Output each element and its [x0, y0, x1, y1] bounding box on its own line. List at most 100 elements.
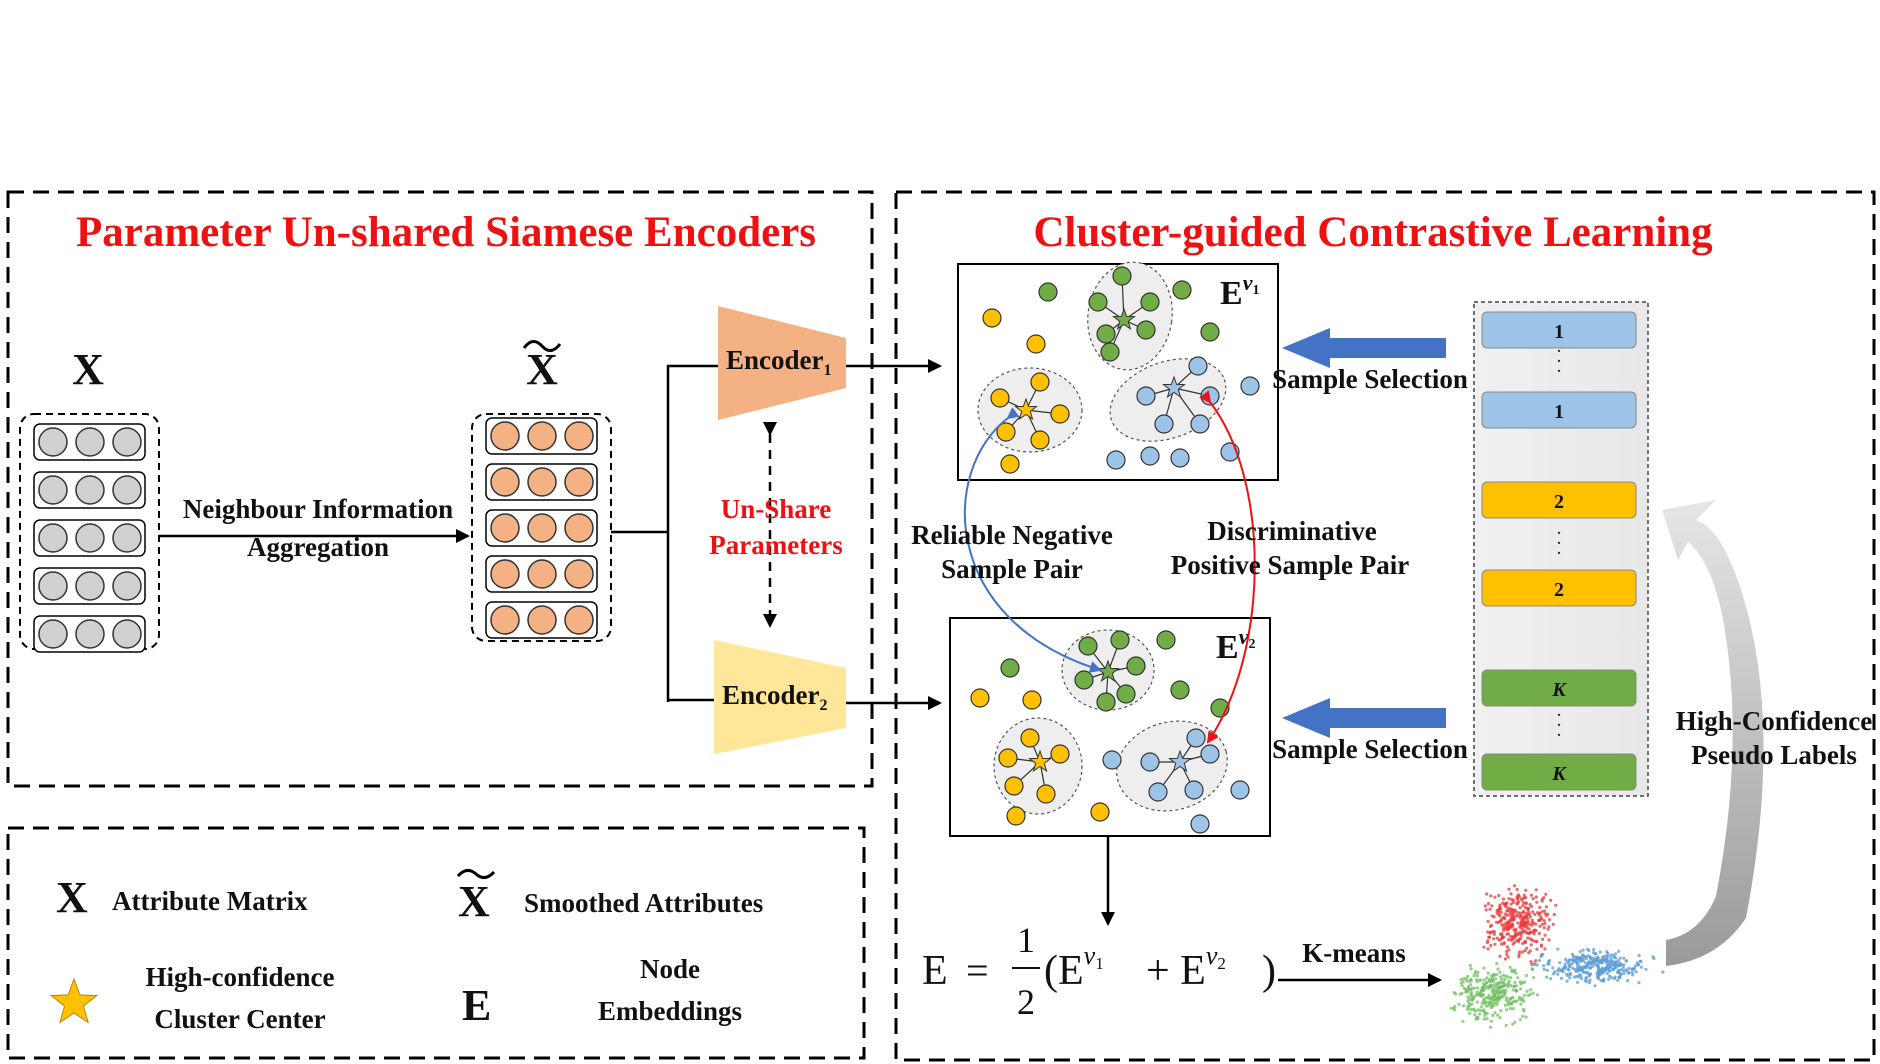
- scatter-point: [1639, 959, 1643, 964]
- scatter-point: [1492, 993, 1496, 998]
- scatter-point: [1523, 980, 1527, 984]
- scatter-point: [1490, 990, 1494, 994]
- scatter-point: [1521, 911, 1525, 915]
- scatter-point: [1494, 985, 1498, 989]
- scatter-point: [1499, 942, 1504, 946]
- scatter-point: [1608, 974, 1612, 978]
- scatter-point: [1534, 922, 1538, 926]
- scatter-point: [1570, 958, 1575, 962]
- scatter-point: [1452, 991, 1456, 995]
- scatter-point: [1540, 917, 1544, 921]
- sample-selection-label-1: Sample Selection: [1272, 364, 1468, 394]
- cluster-node: [1096, 324, 1116, 344]
- scatter-point: [1490, 904, 1494, 908]
- scatter-point: [1624, 959, 1628, 963]
- scatter-point: [1500, 977, 1504, 981]
- scatter-point: [1508, 934, 1512, 938]
- scatter-point: [1535, 963, 1539, 967]
- matrix-node: [112, 475, 142, 505]
- scatter-point: [1532, 963, 1536, 967]
- scatter-point: [1516, 921, 1520, 925]
- scatter-point: [1606, 954, 1610, 958]
- scatter-point: [1488, 924, 1493, 929]
- scatter-point: [1507, 948, 1511, 952]
- scatter-point: [1485, 1011, 1489, 1015]
- scatter-point: [1493, 895, 1497, 899]
- scatter-point: [1488, 931, 1492, 935]
- scatter-point: [1532, 930, 1536, 934]
- scatter-point: [1612, 962, 1617, 966]
- scatter-point: [1475, 1000, 1479, 1004]
- scatter-point: [1508, 965, 1512, 969]
- scatter-point: [1492, 974, 1496, 978]
- scatter-point: [1474, 993, 1478, 998]
- encoder-1-label: Encoder1: [726, 345, 832, 379]
- scatter-point: [1572, 954, 1576, 958]
- ellipsis-dot: .: [1557, 543, 1561, 558]
- scatter-point: [1528, 912, 1532, 916]
- scatter-point: [1547, 918, 1552, 922]
- matrix-node: [527, 605, 557, 635]
- scatter-point: [1486, 947, 1490, 951]
- scatter-point: [1505, 1008, 1509, 1012]
- scatter-point: [1601, 957, 1606, 962]
- legend-x-text: Attribute Matrix: [112, 886, 308, 916]
- legend-xt-symbol: X: [458, 877, 490, 926]
- scatter-point: [1449, 1006, 1453, 1010]
- scatter-point: [1461, 980, 1465, 984]
- scatter-point: [1495, 973, 1499, 977]
- scatter-point: [1531, 991, 1535, 995]
- encoder-2-shape: [714, 640, 846, 754]
- cluster-node: [1030, 372, 1050, 392]
- scatter-point: [1510, 910, 1514, 915]
- scatter-point: [1482, 978, 1486, 982]
- scatter-point: [1652, 956, 1656, 961]
- scatter-point: [1489, 943, 1493, 948]
- scatter-point: [1506, 955, 1510, 959]
- scatter-point: [1528, 902, 1532, 907]
- scatter-point: [1496, 967, 1500, 971]
- scatter-point: [1568, 972, 1572, 976]
- scatter-point: [1515, 932, 1520, 936]
- scatter-point: [1468, 1011, 1472, 1016]
- scatter-point: [1519, 937, 1523, 941]
- scatter-point: [1563, 962, 1567, 966]
- scatter-point: [1567, 964, 1571, 968]
- right-panel-title: Cluster-guided Contrastive Learning: [1033, 209, 1713, 256]
- scatter-point: [1661, 970, 1665, 974]
- legend-e-line1: Node: [640, 954, 700, 984]
- scatter-point: [1475, 974, 1480, 978]
- scatter-point: [1564, 957, 1568, 962]
- scatter-point: [1516, 893, 1521, 897]
- scatter-point: [1547, 938, 1551, 942]
- scatter-point: [1596, 976, 1600, 981]
- scatter-point: [1488, 1001, 1492, 1005]
- loose-node: [1038, 282, 1058, 302]
- scatter-point: [1542, 964, 1546, 968]
- scatter-point: [1537, 931, 1541, 936]
- scatter-point: [1637, 953, 1641, 958]
- scatter-point: [1593, 952, 1597, 956]
- scatter-point: [1566, 961, 1571, 965]
- scatter-point: [1505, 913, 1509, 917]
- scatter-point: [1581, 970, 1585, 974]
- scatter-point: [1584, 976, 1588, 981]
- pseudo-label-bar: [1481, 391, 1637, 429]
- scatter-point: [1618, 956, 1622, 960]
- cluster-node: [1036, 784, 1056, 804]
- scatter-point: [1605, 971, 1609, 975]
- scatter-point: [1489, 1019, 1493, 1023]
- scatter-point: [1483, 987, 1487, 991]
- scatter-point: [1505, 901, 1509, 905]
- scatter-point: [1498, 919, 1502, 924]
- scatter-point: [1515, 887, 1519, 892]
- left-panel-frame: [6, 190, 874, 788]
- scatter-point: [1601, 978, 1605, 983]
- cluster-node: [1020, 728, 1040, 748]
- scatter-point: [1593, 984, 1597, 988]
- scatter-point: [1637, 981, 1641, 985]
- scatter-point: [1509, 925, 1513, 930]
- scatter-point: [1520, 998, 1524, 1002]
- pseudo-label-text: K: [1551, 679, 1567, 701]
- scatter-point: [1504, 974, 1508, 978]
